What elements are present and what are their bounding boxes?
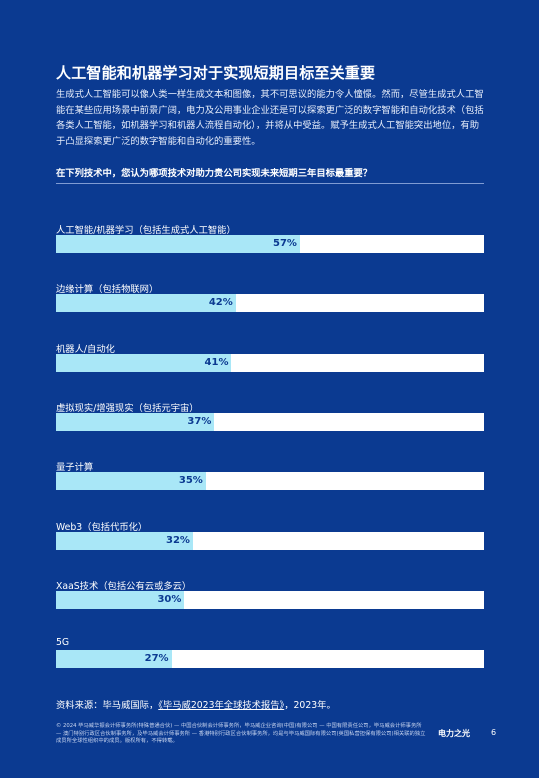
bar-track: 27% (56, 650, 484, 669)
bar-chart: 人工智能/机器学习（包括生成式人工智能） 57% 边缘计算（包括物联网） 42% 机器人… (56, 0, 484, 700)
bar-track: 35% (56, 472, 484, 491)
source-line: 资料来源：毕马威国际，《毕马威2023年全球技术报告》，2023年。 (56, 697, 336, 711)
category-label: 5G (56, 637, 70, 649)
category-label: 量子计算 (56, 462, 94, 474)
bar (56, 472, 206, 491)
category-label: 机器人/自动化 (56, 343, 115, 355)
bar-value-label: 42% (208, 297, 233, 309)
category-label: 边缘计算（包括物联网） (56, 284, 159, 296)
bar-value-label: 27% (144, 653, 169, 665)
bar-value-label: 30% (157, 593, 182, 605)
category-label: 虚拟现实/增强现实（包括元宇宙） (56, 402, 199, 414)
bar-track: 30% (56, 590, 484, 609)
category-label: 人工智能/机器学习（包括生成式人工智能） (56, 225, 236, 236)
legal-footnote: © 2024 毕马威华振会计师事务所(特殊普通合伙) — 中国合伙制会计师事务所… (56, 723, 426, 745)
category-label: XaaS技术（包括公有云或多云） (56, 580, 192, 592)
divider (56, 183, 484, 184)
bar (56, 590, 185, 609)
bar-value-label: 32% (166, 534, 190, 546)
bar (56, 531, 193, 550)
page-title: 人工智能和机器学习对于实现短期目标至关重要 (56, 64, 376, 82)
page-number: 6 (491, 728, 497, 737)
bar-value-label: 57% (273, 238, 297, 249)
source-prefix: 资料来源：毕马威国际， (56, 700, 159, 711)
bar-track: 57% (56, 235, 484, 253)
bar-track: 42% (56, 294, 484, 313)
bar (56, 353, 232, 372)
bar-track: 41% (56, 353, 484, 372)
bar (56, 235, 300, 253)
bar-value-label: 37% (187, 415, 212, 427)
bar-value-label: 35% (178, 475, 203, 487)
bar (56, 650, 172, 669)
bar (56, 412, 215, 431)
bar-value-label: 41% (204, 356, 229, 368)
category-label: Web3（包括代币化） (56, 521, 148, 533)
source-suffix: ，2023年。 (284, 700, 336, 711)
bar-track: 37% (56, 412, 484, 431)
bar (56, 294, 236, 313)
intro-paragraph: 生成式人工智能可以像人类一样生成文本和图像，其不可思议的能力令人憧憬。然而，尽管… (56, 89, 484, 147)
source-report-link[interactable]: 《毕马威2023年全球技术报告》 (158, 700, 285, 711)
survey-question: 在下列技术中，您认为哪项技术对助力贵公司实现未来短期三年目标最重要？ (56, 168, 373, 179)
publication-brand: 电力之光 (438, 729, 470, 738)
bar-track: 32% (56, 531, 484, 550)
